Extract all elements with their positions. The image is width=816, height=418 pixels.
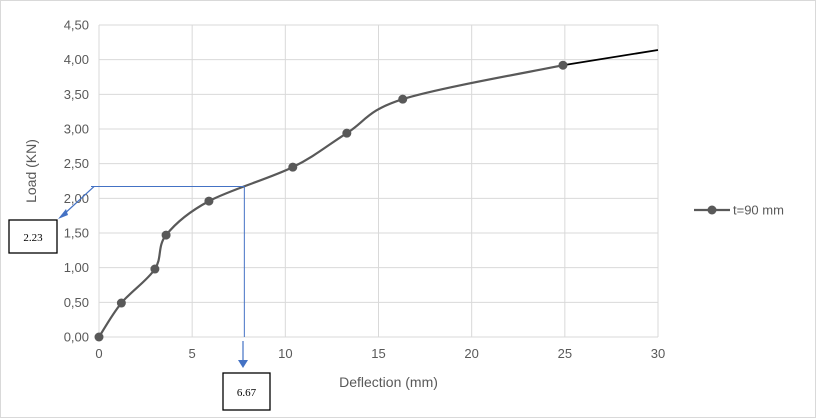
x-tick-label-15: 15 [371,346,385,361]
x-callout-arrowhead [238,360,248,368]
y-axis-ticks: 0,00 0,50 1,00 1,50 2,00 2,50 3,00 3,50 4,00 4,50 [64,18,89,345]
gridlines [98,24,659,338]
legend-marker [707,205,717,215]
y-tick-label-2: 1,00 [64,260,89,275]
series-t90 [94,49,659,342]
annotations: 2.23 6.67 [8,186,271,411]
data-point-4 [204,196,214,206]
y-tick-label-4: 2,00 [64,191,89,206]
data-point-0 [94,332,104,342]
x-tick-label-5: 5 [189,346,196,361]
x-tick-label-25: 25 [558,346,572,361]
y-callout-arrow [61,186,95,217]
y-tick-label-0: 0,00 [64,330,89,345]
x-axis-ticks: 0 5 10 15 20 25 30 [95,346,665,361]
y-value-label: 2.23 [23,232,43,244]
y-tick-label-7: 3,50 [64,87,89,102]
y-tick-label-8: 4,00 [64,52,89,67]
y-tick-label-1: 0,50 [64,295,89,310]
x-tick-label-10: 10 [278,346,292,361]
legend: t=90 mm [694,203,784,218]
y-tick-label-9: 4,50 [64,18,89,33]
y-tick-label-6: 3,00 [64,122,89,137]
data-point-7 [398,94,408,104]
x-value-label: 6.67 [237,387,257,399]
y-tick-label-5: 2,50 [64,156,89,171]
data-point-1 [116,298,126,308]
data-point-8 [558,60,568,70]
data-point-2 [150,264,160,274]
data-point-6 [342,128,352,138]
data-point-3 [161,230,171,240]
y-value-box [8,219,58,254]
x-axis-title: Deflection (mm) [339,374,438,390]
series-line-extension [562,49,659,67]
x-tick-label-0: 0 [95,346,102,361]
y-tick-label-3: 1,50 [64,226,89,241]
y-axis-title: Load (KN) [23,139,39,203]
x-tick-label-20: 20 [464,346,478,361]
x-tick-label-30: 30 [651,346,665,361]
legend-label: t=90 mm [733,203,784,218]
y-callout-arrowhead [58,209,68,219]
data-point-5 [288,162,298,172]
x-value-box [222,372,271,411]
